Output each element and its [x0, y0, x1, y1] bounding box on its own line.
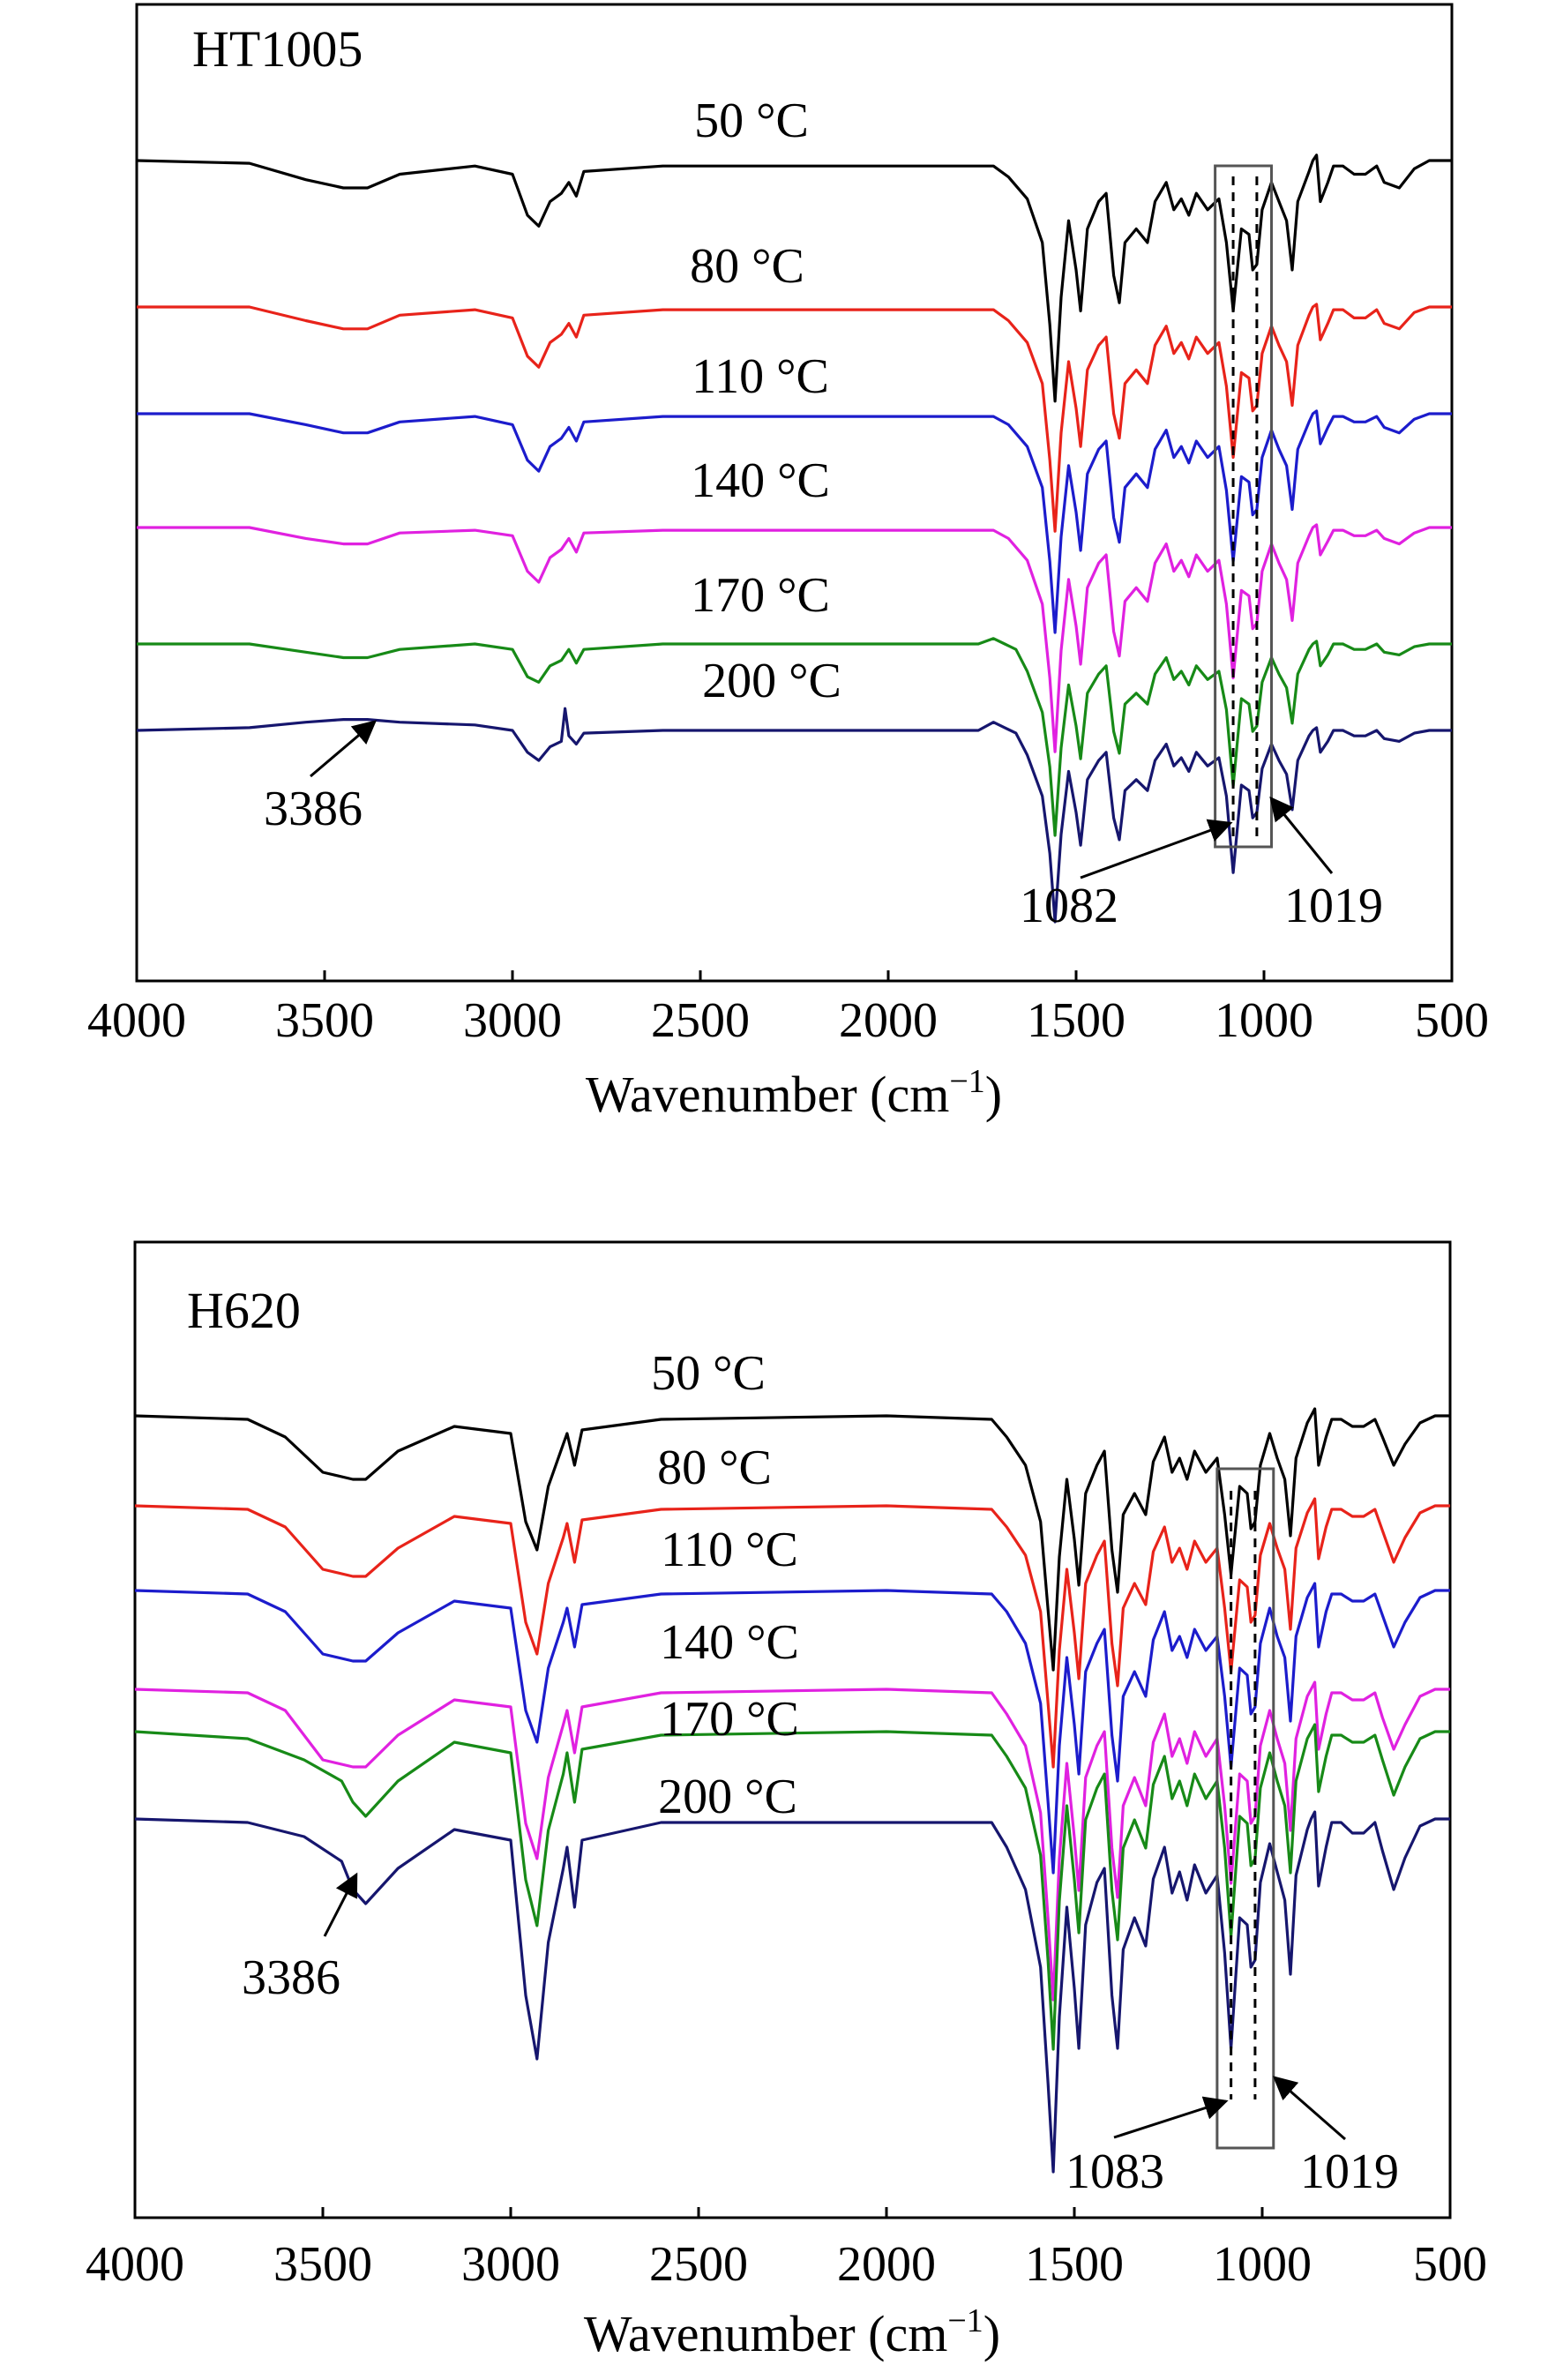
annotation-arrow	[1269, 796, 1334, 874]
series-line	[136, 707, 1452, 924]
annotation-label: 1019	[1300, 2144, 1399, 2199]
series-label: 110 °C	[661, 1523, 798, 1577]
x-tick-label: 1000	[1215, 993, 1313, 1048]
annotation-arrow	[1272, 2076, 1346, 2141]
series-line	[137, 409, 1452, 634]
plot-frame	[133, 1240, 1452, 2219]
x-tick-label: 500	[1415, 993, 1489, 1048]
series-label: 50 °C	[694, 94, 809, 148]
panel-label: H620	[187, 1282, 301, 1339]
x-tick-label: 3500	[273, 2237, 372, 2292]
series-line	[134, 1723, 1450, 2051]
annotation-arrow	[1080, 819, 1233, 879]
series-label: 170 °C	[691, 568, 830, 623]
annotation-label: 1019	[1284, 879, 1383, 933]
series-label: 80 °C	[657, 1441, 772, 1495]
series-label: 50 °C	[651, 1346, 766, 1401]
x-tick-label: 3500	[275, 993, 374, 1048]
x-tick-label: 1000	[1213, 2237, 1312, 2292]
annotation-label: 1082	[1020, 879, 1118, 933]
series-line	[134, 1582, 1450, 1875]
series-label: 110 °C	[692, 349, 829, 404]
x-axis-title: Wavenumber (cm−1)	[584, 2302, 1000, 2362]
series-label: 140 °C	[691, 453, 830, 508]
x-tick-label: 1500	[1027, 993, 1126, 1048]
x-tick-label: 3000	[463, 993, 562, 1048]
series-line	[134, 1680, 1450, 2002]
annotation-arrow	[1113, 2096, 1229, 2139]
series-label: 80 °C	[690, 239, 804, 294]
x-tick-label: 3000	[461, 2237, 560, 2292]
panel-label: HT1005	[192, 20, 363, 78]
series-label: 140 °C	[660, 1615, 799, 1670]
series-line	[134, 1497, 1450, 1769]
x-tick-label: 4000	[87, 993, 186, 1048]
panel-ht1005: HT1005 50 °C 80 °C 110 °C 140 °C 170 °C 200 °…	[87, 3, 1489, 1123]
x-tick-label: 4000	[86, 2237, 184, 2292]
series-label: 200 °C	[702, 654, 841, 708]
series-label: 170 °C	[660, 1692, 799, 1747]
plot-frame	[135, 3, 1454, 983]
x-tick-label: 2500	[651, 993, 750, 1048]
series-line	[134, 1810, 1450, 2174]
x-tick-label: 2000	[839, 993, 938, 1048]
annotation-arrow	[323, 1872, 358, 1937]
annotation-arrow	[310, 720, 378, 778]
highlight-box	[1215, 1467, 1275, 2150]
series-line	[137, 303, 1452, 533]
series-line	[136, 153, 1452, 403]
series-line	[137, 637, 1452, 837]
x-tick-label: 2500	[649, 2237, 748, 2292]
highlight-box	[1214, 164, 1274, 849]
annotation-label: 3386	[242, 1950, 340, 2005]
x-tick-label: 500	[1413, 2237, 1487, 2292]
annotation-label: 3386	[264, 782, 363, 836]
x-tick-label: 2000	[837, 2237, 936, 2292]
annotation-label: 1083	[1066, 2144, 1164, 2199]
series-line	[137, 523, 1452, 753]
x-tick-label: 1500	[1025, 2237, 1124, 2292]
series-line	[134, 1407, 1450, 1672]
series-label: 200 °C	[658, 1770, 797, 1824]
x-axis-title: Wavenumber (cm−1)	[586, 1063, 1002, 1123]
